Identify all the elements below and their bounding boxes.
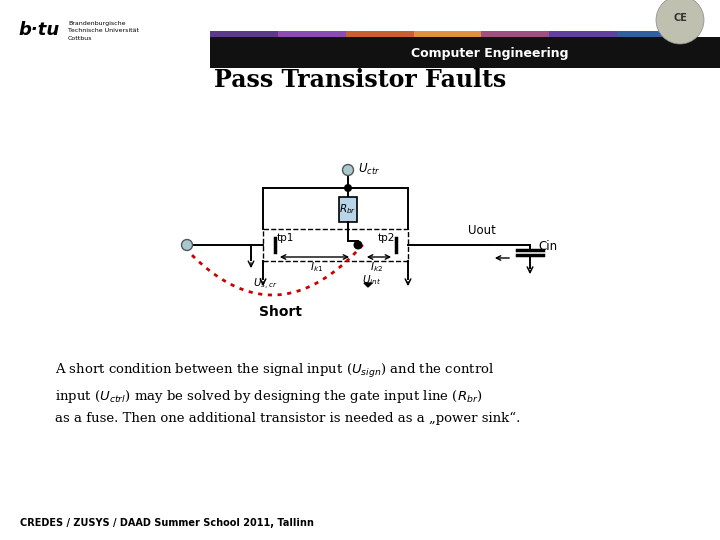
Bar — [346, 31, 415, 68]
Text: CE: CE — [673, 13, 687, 23]
Bar — [263, 229, 408, 261]
Bar — [210, 31, 279, 68]
Bar — [210, 37, 720, 68]
Text: $U_{ctr}$: $U_{ctr}$ — [358, 161, 380, 177]
Text: Cottbus: Cottbus — [68, 36, 92, 40]
Polygon shape — [364, 283, 372, 287]
Bar — [617, 31, 686, 68]
Text: $I_{k1}$: $I_{k1}$ — [310, 260, 323, 274]
Circle shape — [354, 240, 362, 249]
Text: Brandenburgische: Brandenburgische — [68, 22, 125, 26]
Text: Pass Transistor Faults: Pass Transistor Faults — [214, 68, 506, 92]
Circle shape — [344, 184, 352, 192]
Circle shape — [181, 240, 192, 251]
Text: $U_{int}$: $U_{int}$ — [362, 273, 382, 287]
Bar — [482, 31, 550, 68]
Text: $R_{br}$: $R_{br}$ — [339, 202, 356, 217]
Text: Short: Short — [259, 305, 302, 319]
Text: b·tu: b·tu — [18, 21, 59, 39]
Text: Technische Universität: Technische Universität — [68, 29, 139, 33]
Bar — [339, 197, 357, 222]
Bar — [278, 31, 347, 68]
Text: tp2: tp2 — [377, 233, 395, 243]
Text: tp1: tp1 — [276, 233, 294, 243]
Circle shape — [343, 165, 354, 176]
Text: $I_{k2}$: $I_{k2}$ — [371, 260, 384, 274]
Text: Computer Engineering: Computer Engineering — [411, 46, 569, 59]
Bar — [413, 31, 482, 68]
Bar — [549, 31, 618, 68]
Text: Cin: Cin — [538, 240, 557, 253]
Bar — [0, 0, 210, 68]
Circle shape — [656, 0, 704, 44]
Text: A short condition between the signal input ($U_{sign}$) and the control
input ($: A short condition between the signal inp… — [55, 362, 521, 424]
Text: Uout: Uout — [468, 224, 496, 237]
Text: CREDES / ZUSYS / DAAD Summer School 2011, Tallinn: CREDES / ZUSYS / DAAD Summer School 2011… — [20, 518, 314, 528]
Text: $U_{s,cr}$: $U_{s,cr}$ — [253, 277, 277, 292]
